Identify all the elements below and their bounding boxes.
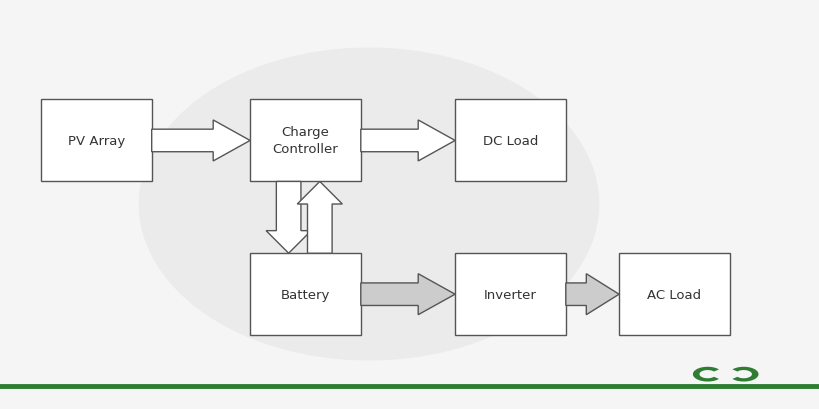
FancyBboxPatch shape bbox=[455, 100, 565, 182]
Text: Inverter: Inverter bbox=[483, 288, 536, 301]
Polygon shape bbox=[265, 182, 311, 254]
FancyBboxPatch shape bbox=[250, 254, 360, 335]
Text: Battery: Battery bbox=[280, 288, 330, 301]
Text: PV Array: PV Array bbox=[68, 135, 124, 148]
Text: DC Load: DC Load bbox=[482, 135, 537, 148]
Text: Charge
Controller: Charge Controller bbox=[272, 126, 338, 156]
FancyBboxPatch shape bbox=[618, 254, 729, 335]
FancyBboxPatch shape bbox=[250, 100, 360, 182]
Polygon shape bbox=[565, 274, 618, 315]
FancyBboxPatch shape bbox=[41, 100, 152, 182]
Polygon shape bbox=[296, 182, 342, 254]
Polygon shape bbox=[360, 274, 455, 315]
FancyBboxPatch shape bbox=[455, 254, 565, 335]
Ellipse shape bbox=[139, 49, 598, 360]
Wedge shape bbox=[731, 367, 758, 382]
Polygon shape bbox=[152, 121, 250, 162]
Text: AC Load: AC Load bbox=[646, 288, 701, 301]
Polygon shape bbox=[360, 121, 455, 162]
Wedge shape bbox=[692, 367, 718, 382]
